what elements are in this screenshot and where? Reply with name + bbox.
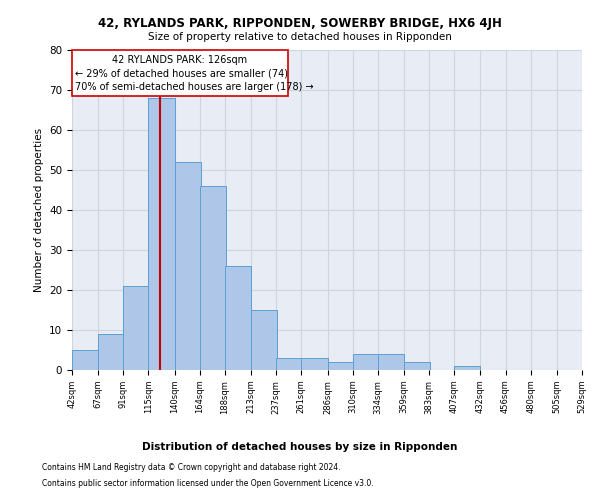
Bar <box>200 186 226 370</box>
Text: 42 RYLANDS PARK: 126sqm: 42 RYLANDS PARK: 126sqm <box>112 55 247 65</box>
Text: Distribution of detached houses by size in Ripponden: Distribution of detached houses by size … <box>142 442 458 452</box>
Bar <box>251 310 277 370</box>
Bar <box>148 98 175 370</box>
Bar <box>378 354 404 370</box>
Bar <box>301 358 328 370</box>
Y-axis label: Number of detached properties: Number of detached properties <box>34 128 44 292</box>
Bar <box>454 366 481 370</box>
Text: 70% of semi-detached houses are larger (178) →: 70% of semi-detached houses are larger (… <box>75 82 314 92</box>
Bar <box>225 266 251 370</box>
Bar <box>124 286 149 370</box>
Bar <box>328 362 354 370</box>
Bar <box>404 362 430 370</box>
Text: 42, RYLANDS PARK, RIPPONDEN, SOWERBY BRIDGE, HX6 4JH: 42, RYLANDS PARK, RIPPONDEN, SOWERBY BRI… <box>98 18 502 30</box>
Text: Contains public sector information licensed under the Open Government Licence v3: Contains public sector information licen… <box>42 478 374 488</box>
Bar <box>353 354 379 370</box>
Bar <box>175 162 201 370</box>
Text: ← 29% of detached houses are smaller (74): ← 29% of detached houses are smaller (74… <box>75 68 288 78</box>
Bar <box>98 334 124 370</box>
Text: Size of property relative to detached houses in Ripponden: Size of property relative to detached ho… <box>148 32 452 42</box>
Bar <box>276 358 302 370</box>
Text: Contains HM Land Registry data © Crown copyright and database right 2024.: Contains HM Land Registry data © Crown c… <box>42 464 341 472</box>
Bar <box>72 350 98 370</box>
FancyBboxPatch shape <box>72 50 288 96</box>
